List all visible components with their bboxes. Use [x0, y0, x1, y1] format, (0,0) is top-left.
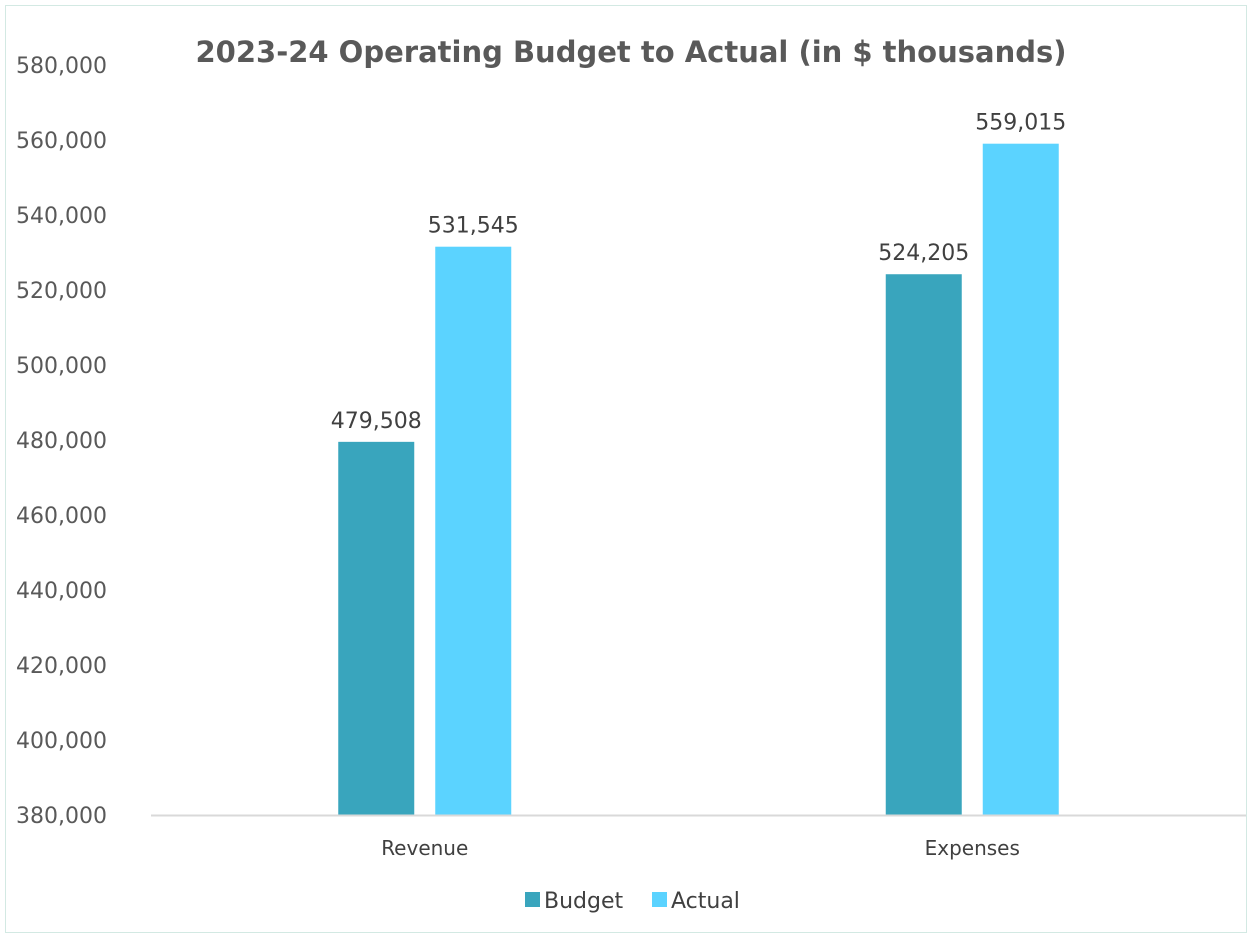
- data-label: 479,508: [331, 409, 422, 434]
- bar-budget-expenses: [885, 274, 962, 815]
- x-tick-label: Revenue: [381, 836, 468, 860]
- y-tick-label: 440,000: [16, 579, 107, 604]
- y-tick-label: 480,000: [16, 429, 107, 454]
- y-tick-label: 580,000: [16, 54, 107, 79]
- x-tick-label: Expenses: [925, 836, 1020, 860]
- legend-swatch-budget: [525, 892, 540, 907]
- legend-label-actual: Actual: [671, 889, 740, 914]
- bars: 479,508 531,545 524,205 559,015: [331, 111, 1066, 816]
- y-tick-label: 560,000: [16, 129, 107, 154]
- bar-actual-revenue: [435, 246, 512, 816]
- bar-actual-expenses: [982, 143, 1059, 816]
- y-tick-label: 500,000: [16, 354, 107, 379]
- legend: Budget Actual: [525, 889, 740, 914]
- x-axis: Revenue Expenses: [151, 814, 1246, 860]
- legend-label-budget: Budget: [544, 889, 624, 914]
- chart-frame: 2023-24 Operating Budget to Actual (in $…: [5, 5, 1247, 933]
- y-tick-label: 420,000: [16, 654, 107, 679]
- y-axis: 380,000 400,000 420,000 440,000 460,000 480,0…: [16, 54, 107, 829]
- y-tick-label: 460,000: [16, 504, 107, 529]
- chart-area: 2023-24 Operating Budget to Actual (in $…: [16, 35, 1246, 914]
- legend-swatch-actual: [652, 892, 667, 907]
- y-tick-label: 380,000: [16, 804, 107, 829]
- bar-budget-revenue: [338, 441, 415, 815]
- y-tick-label: 540,000: [16, 204, 107, 229]
- data-label: 559,015: [975, 111, 1066, 136]
- data-label: 531,545: [428, 214, 519, 239]
- y-tick-label: 520,000: [16, 279, 107, 304]
- y-tick-label: 400,000: [16, 729, 107, 754]
- chart-title: 2023-24 Operating Budget to Actual (in $…: [195, 35, 1066, 69]
- data-label: 524,205: [878, 241, 969, 266]
